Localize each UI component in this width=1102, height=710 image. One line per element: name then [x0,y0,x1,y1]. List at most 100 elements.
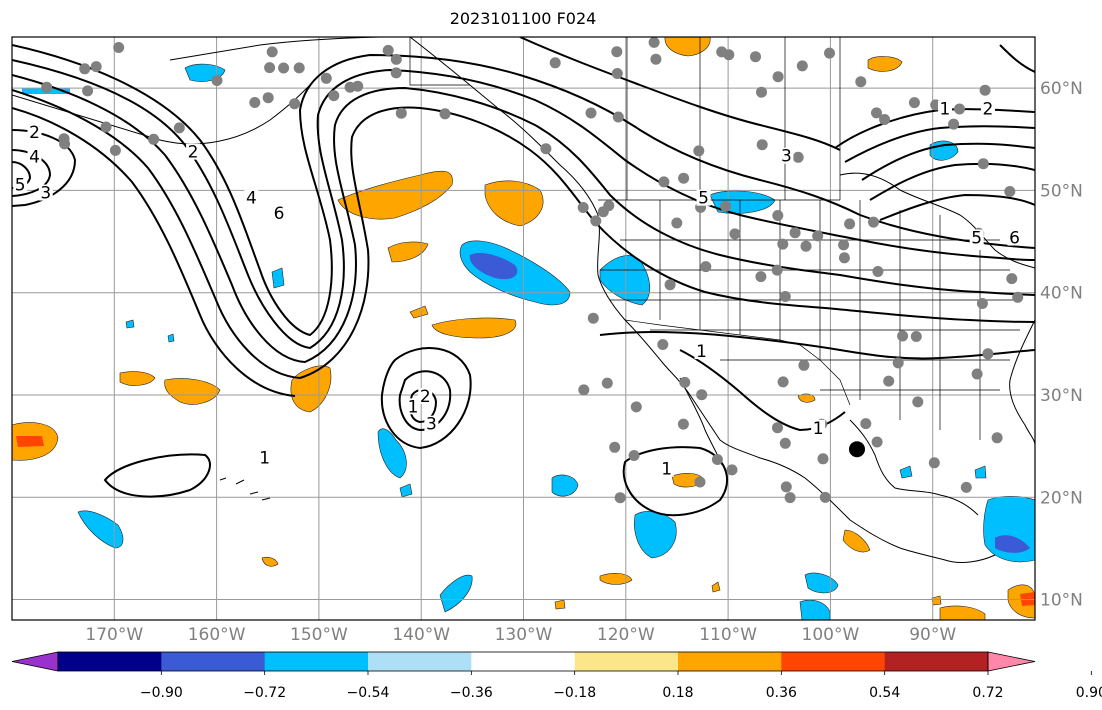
contour-label-bg [694,343,709,360]
contour-label-bg [406,398,421,415]
contour-label: 2 [188,143,199,163]
contour-label-bg [272,204,287,221]
station-dot [780,481,792,493]
colorbar-tick-label: −0.72 [243,685,286,701]
contour-label: 5 [971,229,982,249]
station-dot [800,240,812,252]
coastline-florida [1009,319,1035,446]
colorbar-bin [574,652,679,671]
station-dot [90,61,102,73]
contour-label-bg [244,189,259,206]
anomaly-positive [664,37,711,57]
anomaly-positive [409,305,429,319]
longitude-tick-label: 150°W [290,625,348,645]
contour-label: 5 [15,175,26,195]
contour-label-bg [980,100,995,117]
contour-label: 1 [408,397,419,417]
station-dot [658,176,670,188]
station-dot [293,62,305,74]
longitude-tick-label: 90°W [909,625,956,645]
station-dot [792,151,804,163]
colorbar-bin [368,652,472,671]
colorbar-bin [471,652,576,671]
station-dot [982,348,994,360]
station-dot [79,63,91,75]
station-dot [693,145,705,157]
station-dot [320,72,332,84]
colorbar: −0.90 −0.72 −0.54 −0.36 −0.18 0.18 0.36 0.54 0.7… [11,651,1102,701]
contour-line [519,37,841,151]
longitude-labels: 170°W 160°W 150°W 140°W 130°W 120°W 110°W 100°W… [85,625,956,645]
anomaly-positive [337,170,453,220]
station-dot [948,118,960,130]
contour-label: 4 [246,189,257,209]
station-dot [976,298,988,309]
station-dot [784,492,796,504]
latitude-tick-label: 20°N [1040,488,1083,508]
contour-label: 1 [259,448,270,468]
station-dot [100,121,112,133]
station-dot [928,457,940,469]
contour-label: 1 [696,342,707,362]
station-dot [41,81,53,93]
coastline-hawaii [219,477,271,501]
station-dot [148,133,160,145]
station-dot [439,108,451,120]
station-dot [789,227,801,239]
contour-line [869,162,1035,201]
anomaly-fill-layer [12,37,1035,620]
colorbar-tick-label: 0.54 [869,685,900,701]
contour-label-bg [1007,229,1022,246]
contour-line [12,107,296,397]
contour-line [12,44,1035,337]
station-dot [173,122,185,134]
station-dot [677,418,689,430]
contour-label-bg [13,176,28,193]
station-dot [289,98,301,110]
station-dot [772,210,784,221]
contour-line [999,44,1035,73]
latitude-tick-label: 60°N [1040,79,1083,99]
station-dot [912,396,924,408]
anomaly-positive [119,371,156,386]
longitude-tick-label: 140°W [392,625,450,645]
contour-label-bg [27,124,42,141]
contour-line [103,453,211,498]
latitude-tick-label: 10°N [1040,591,1083,611]
anomaly-positive [842,529,871,553]
station-dot [838,239,850,251]
contour-label: 3 [40,184,51,204]
station-dot [979,84,991,96]
station-dot [1012,291,1024,303]
colorbar-tick-label: 0.90 [1076,685,1102,701]
station-dot [278,62,290,74]
contour-line [879,193,1035,221]
anomaly-negative [439,574,473,613]
station-dot [249,97,261,108]
station-dot [977,158,989,170]
station-dot [262,92,274,104]
station-dot [113,42,125,53]
station-dot [611,46,623,58]
station-dot [266,46,278,58]
station-dot [700,261,712,273]
station-dot [679,376,691,388]
station-dot [819,491,831,503]
station-dot [59,138,71,150]
station-dot [991,432,1003,444]
colorbar-tick-label: 0.18 [662,685,693,701]
station-dot [711,454,723,465]
colorbar-frame [57,651,989,672]
colorbar-bin [161,652,266,671]
station-dot [696,389,708,401]
station-dot [648,37,660,48]
contour-line [861,142,1035,181]
contour-label-bg [1033,51,1035,68]
anomaly-positive [387,241,429,263]
station-dot [601,377,613,389]
contour-line [12,59,1035,350]
anomaly-strong-positive [1020,592,1035,606]
anomaly-negative [271,267,285,289]
longitude-tick-label: 120°W [597,625,655,645]
station-dot [1006,273,1018,285]
